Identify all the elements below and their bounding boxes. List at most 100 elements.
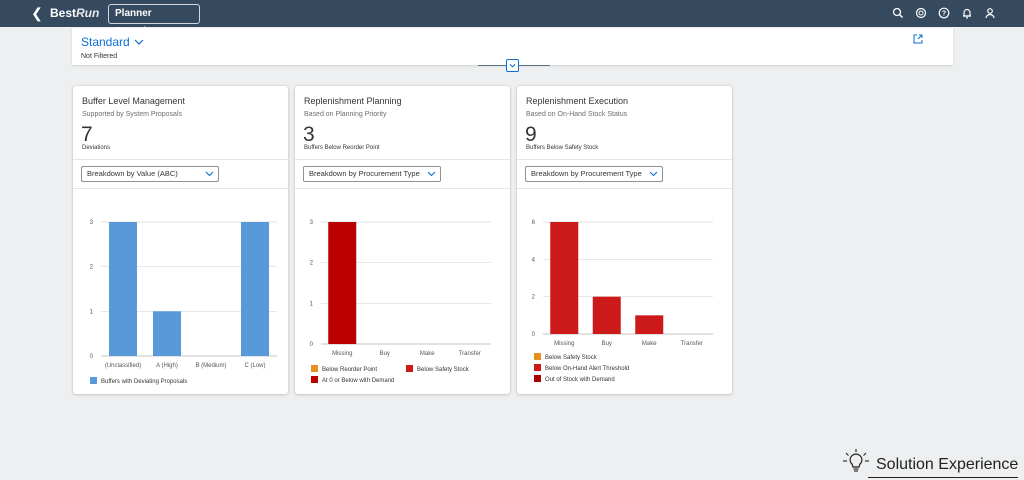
user-icon[interactable]: [983, 6, 997, 20]
legend-item: Below Reorder Point: [311, 365, 377, 374]
bar: [241, 222, 269, 356]
bar: [328, 222, 357, 344]
help-icon[interactable]: ?: [937, 6, 951, 20]
legend-label: At 0 or Below with Demand: [322, 378, 395, 384]
logo-run: Run: [76, 6, 100, 20]
card-title: Replenishment Planning: [304, 96, 402, 106]
legend-item: Below Safety Stock: [406, 365, 469, 374]
legend-swatch: [534, 375, 541, 382]
x-tick-label: (Unclassified): [105, 363, 141, 369]
legend-label: Below Safety Stock: [417, 367, 469, 373]
card-subtitle: Based on On-Hand Stock Status: [526, 111, 628, 118]
legend-swatch: [311, 365, 318, 372]
brand-experience: Experience: [938, 456, 1019, 473]
legend-swatch: [534, 353, 541, 360]
brand-solution: Solution: [876, 456, 934, 473]
card-replenishment-execution[interactable]: Replenishment Execution Based on On-Hand…: [517, 86, 732, 394]
dropdown-value: Breakdown by Value (ABC): [87, 169, 178, 178]
legend-label: Below Reorder Point: [322, 367, 378, 373]
card-title: Replenishment Execution: [526, 96, 629, 106]
x-tick-label: Missing: [332, 351, 352, 357]
bar: [109, 222, 137, 356]
shell-bar: ❮ BestRun Planner Overview▼ ?: [0, 0, 1024, 37]
legend-swatch: [90, 377, 97, 384]
legend-item: Buffers with Deviating Proposals: [90, 377, 187, 386]
legend-swatch: [534, 364, 541, 371]
kpi-value: 9: [525, 123, 537, 146]
y-tick-label: 2: [310, 261, 314, 267]
y-tick-label: 0: [310, 342, 314, 348]
y-tick-label: 2: [532, 295, 536, 301]
x-tick-label: Make: [642, 341, 657, 347]
brand-underline: [868, 477, 1018, 478]
legend-item: Below On-Hand Alert Threshold: [534, 364, 629, 373]
svg-text:?: ?: [942, 11, 946, 18]
y-tick-label: 1: [90, 309, 94, 315]
card-buffer-level-management[interactable]: Buffer Level Management Supported by Sys…: [73, 86, 288, 394]
x-tick-label: Missing: [554, 341, 574, 347]
kpi-value: 3: [303, 123, 315, 146]
legend-label: Out of Stock with Demand: [545, 377, 615, 383]
bar: [592, 296, 621, 334]
breakdown-dropdown[interactable]: Breakdown by Procurement Type: [525, 166, 663, 182]
search-icon[interactable]: [891, 6, 905, 20]
chart-replenishment-execution: 0 2 4 6 Missing Buy Make Transfer: [532, 220, 713, 347]
card-replenishment-planning[interactable]: Replenishment Planning Based on Planning…: [295, 86, 510, 394]
company-logo[interactable]: BestRun: [50, 5, 99, 22]
chart-replenishment-planning: 0 1 2 3 Missing Buy Make Transfer: [310, 220, 491, 357]
share-icon[interactable]: [913, 34, 923, 44]
app-title-menu-button[interactable]: Planner Overview▼: [108, 4, 200, 37]
lightbulb-icon: [843, 449, 869, 472]
kpi-label: Buffers Below Safety Stock: [526, 145, 599, 151]
y-tick-label: 3: [310, 220, 314, 226]
divider: [295, 188, 510, 189]
notifications-icon[interactable]: [960, 6, 974, 20]
brand-text: Solution Experience: [876, 456, 1018, 474]
y-tick-label: 0: [532, 332, 536, 338]
back-button[interactable]: ❮: [31, 5, 43, 21]
y-tick-label: 3: [90, 220, 94, 226]
card-title: Buffer Level Management: [82, 96, 185, 106]
bar: [635, 315, 664, 334]
solution-experience-logo: Solution Experience: [838, 446, 1024, 480]
y-tick-label: 4: [532, 257, 536, 263]
card-subtitle: Based on Planning Priority: [304, 111, 387, 118]
x-tick-label: Transfer: [681, 341, 703, 347]
kpi-value: 7: [81, 123, 93, 146]
legend-item: Out of Stock with Demand: [534, 375, 615, 384]
chevron-down-icon: [649, 171, 658, 177]
dropdown-value: Breakdown by Procurement Type: [309, 169, 420, 178]
bar: [153, 311, 181, 356]
header-collapse-button[interactable]: [506, 59, 519, 72]
x-tick-label: Transfer: [459, 351, 481, 357]
kpi-label: Deviations: [82, 145, 111, 151]
chevron-down-icon: [427, 171, 436, 177]
logo-best: Best: [50, 6, 77, 20]
x-tick-label: A (High): [156, 363, 178, 369]
x-tick-label: C (Low): [244, 363, 265, 369]
x-tick-label: Buy: [602, 341, 612, 347]
legend-swatch: [406, 365, 413, 372]
divider: [517, 188, 732, 189]
page-header: Standard Not Filtered: [72, 28, 953, 65]
filter-status: Not Filtered: [81, 53, 118, 60]
breakdown-dropdown[interactable]: Breakdown by Procurement Type: [303, 166, 441, 182]
divider: [73, 188, 288, 189]
legend-item: At 0 or Below with Demand: [311, 376, 394, 385]
y-tick-label: 6: [532, 220, 536, 226]
breakdown-dropdown[interactable]: Breakdown by Value (ABC): [81, 166, 219, 182]
x-tick-label: Buy: [380, 351, 390, 357]
bar: [550, 222, 579, 334]
legend-label: Below Safety Stock: [545, 355, 597, 361]
x-tick-label: B (Medium): [195, 363, 226, 369]
legend-label: Buffers with Deviating Proposals: [101, 379, 188, 385]
copilot-icon[interactable]: [914, 6, 928, 20]
kpi-label: Buffers Below Reorder Point: [304, 145, 380, 151]
variant-selector[interactable]: Standard: [81, 35, 144, 49]
card-subtitle: Supported by System Proposals: [82, 111, 182, 118]
divider: [517, 159, 732, 160]
chevron-down-icon: [134, 39, 144, 45]
x-tick-label: Make: [420, 351, 435, 357]
legend-swatch: [311, 376, 318, 383]
chevron-down-icon: [205, 171, 214, 177]
